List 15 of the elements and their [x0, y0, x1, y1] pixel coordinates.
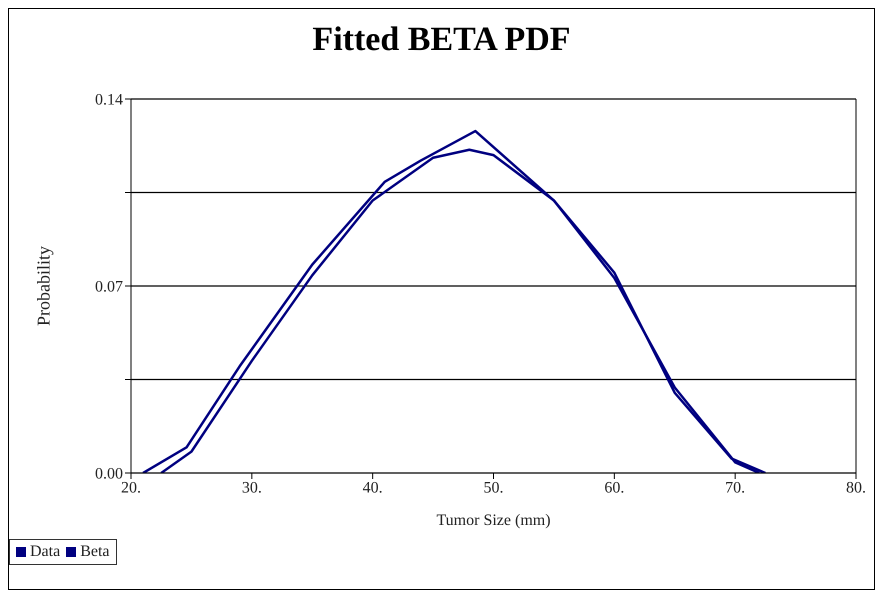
x-tick-label: 70.: [725, 479, 746, 496]
x-tick-label: 40.: [362, 479, 383, 496]
legend-label: Data: [29, 543, 60, 561]
x-axis-title: Tumor Size (mm): [436, 512, 551, 529]
y-axis-title: Probability: [33, 246, 54, 326]
x-tick-label: 30.: [242, 479, 262, 496]
y-tick-label: 0.07: [95, 278, 123, 296]
x-tick-label: 20.: [121, 479, 141, 496]
chart-title: Fitted BETA PDF: [311, 21, 572, 58]
x-tick-label: 50.: [484, 479, 504, 496]
y-tick-label: 0.14: [95, 92, 123, 109]
legend-label: Beta: [79, 543, 110, 561]
x-tick-label: 60.: [604, 479, 624, 496]
x-tick-label: 80.: [846, 479, 866, 496]
y-tick-label: 0.00: [95, 466, 123, 483]
